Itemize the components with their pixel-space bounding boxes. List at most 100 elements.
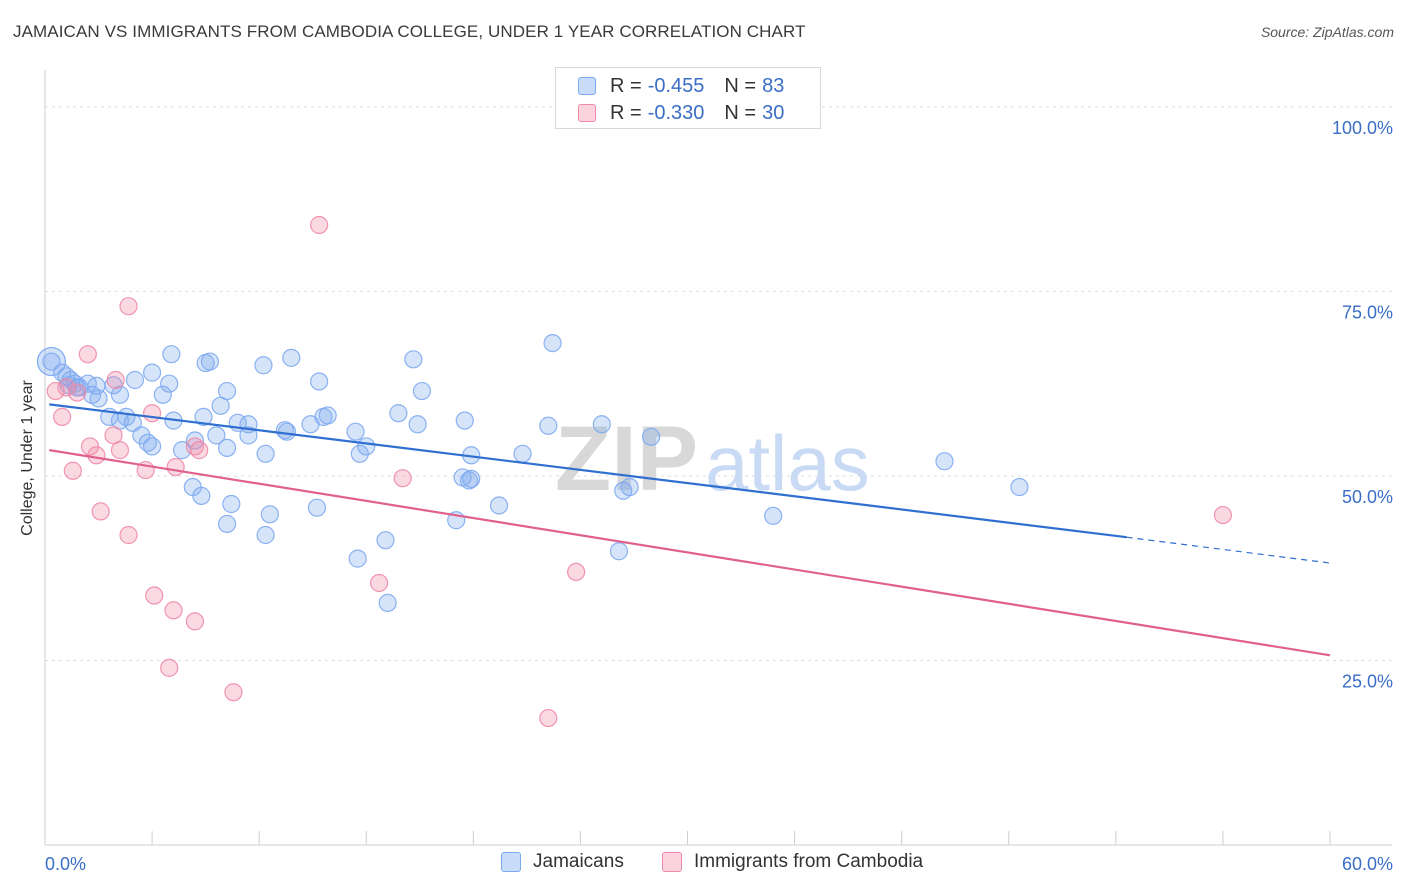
data-point bbox=[412, 381, 432, 401]
data-point bbox=[256, 444, 275, 463]
series-cambodia bbox=[46, 215, 1233, 728]
tick-labels: 25.0% 50.0% 75.0% 100.0% 0.0% 60.0% bbox=[45, 118, 1393, 874]
y-tick-label: 25.0% bbox=[1342, 671, 1393, 691]
legend-n-label: N = bbox=[724, 74, 757, 97]
data-point bbox=[282, 348, 301, 367]
legend-r-label: R = bbox=[610, 74, 642, 97]
data-point bbox=[404, 350, 423, 369]
data-point bbox=[63, 461, 82, 480]
data-point bbox=[164, 601, 183, 620]
trend-lines bbox=[49, 403, 1331, 657]
data-point bbox=[310, 215, 329, 235]
y-tick-label: 100.0% bbox=[1332, 118, 1393, 138]
data-point bbox=[539, 708, 558, 728]
data-point bbox=[185, 431, 205, 450]
data-point bbox=[378, 593, 397, 613]
data-point bbox=[455, 411, 474, 430]
legend-row-cambodia: R = -0.330 N = 30 bbox=[578, 101, 784, 125]
data-point bbox=[256, 525, 275, 545]
data-point bbox=[567, 562, 586, 582]
legend-n-value: 83 bbox=[762, 74, 785, 97]
legend-item-jamaicans[interactable]: Jamaicans bbox=[501, 851, 624, 873]
legend-n-label: N = bbox=[724, 101, 757, 124]
data-point bbox=[110, 385, 130, 404]
data-point bbox=[318, 406, 337, 425]
data-point bbox=[376, 531, 395, 550]
data-point bbox=[489, 496, 509, 515]
data-point bbox=[1010, 477, 1029, 497]
axes bbox=[44, 70, 1392, 846]
series-legend: Jamaicans Immigrants from Cambodia bbox=[0, 851, 1406, 877]
data-point bbox=[87, 446, 106, 465]
data-point bbox=[162, 345, 181, 364]
legend-swatch-cambodia bbox=[578, 104, 596, 122]
data-point bbox=[160, 374, 179, 393]
data-point bbox=[166, 457, 185, 477]
source-label: Source: ZipAtlas.com bbox=[1260, 24, 1394, 40]
data-point bbox=[185, 437, 205, 456]
data-point bbox=[78, 345, 97, 364]
data-point bbox=[346, 422, 365, 441]
data-point bbox=[46, 381, 65, 401]
data-point bbox=[192, 486, 211, 505]
data-point bbox=[153, 385, 172, 404]
data-point bbox=[123, 413, 142, 432]
legend-label-jamaicans: Jamaicans bbox=[533, 851, 624, 872]
data-point bbox=[132, 426, 151, 445]
legend-r-value: -0.455 bbox=[647, 74, 705, 97]
trend-line-extension bbox=[1126, 536, 1331, 564]
data-point bbox=[620, 477, 639, 497]
y-tick-label: 50.0% bbox=[1342, 487, 1393, 507]
legend-swatch-jamaicans bbox=[501, 852, 521, 872]
x-tick-label-min: 0.0% bbox=[45, 854, 86, 874]
data-point bbox=[408, 415, 427, 434]
data-point bbox=[357, 437, 376, 456]
data-point bbox=[91, 502, 110, 521]
data-point bbox=[142, 404, 162, 423]
trend-line-cambodia bbox=[49, 449, 1331, 657]
data-point bbox=[106, 370, 125, 390]
data-point bbox=[194, 407, 213, 427]
data-point bbox=[513, 444, 532, 463]
data-point bbox=[307, 498, 327, 517]
data-point bbox=[217, 381, 237, 401]
legend-n-value: 30 bbox=[762, 101, 785, 124]
data-point bbox=[142, 363, 162, 382]
watermark-atlas: atlas bbox=[705, 419, 870, 507]
data-point bbox=[68, 378, 87, 397]
data-point bbox=[462, 469, 481, 489]
data-point bbox=[145, 586, 164, 605]
legend-label-cambodia: Immigrants from Cambodia bbox=[694, 851, 924, 872]
chart-title: JAMAICAN VS IMMIGRANTS FROM CAMBODIA COL… bbox=[13, 22, 806, 41]
data-point bbox=[254, 356, 273, 375]
legend-item-cambodia[interactable]: Immigrants from Cambodia bbox=[662, 851, 923, 873]
data-point bbox=[160, 658, 179, 677]
data-point bbox=[185, 612, 205, 631]
data-point bbox=[1213, 505, 1233, 525]
data-point bbox=[393, 469, 412, 488]
data-point bbox=[119, 297, 138, 316]
data-point bbox=[110, 441, 130, 460]
legend-swatch-jamaicans bbox=[578, 77, 596, 95]
data-point bbox=[310, 372, 329, 391]
data-point bbox=[641, 427, 661, 446]
data-point bbox=[42, 352, 61, 371]
legend-row-jamaicans: R = -0.455 N = 83 bbox=[578, 74, 784, 98]
data-point bbox=[68, 383, 87, 402]
data-point bbox=[370, 573, 389, 593]
data-point bbox=[87, 376, 106, 396]
data-point bbox=[764, 506, 783, 525]
data-point bbox=[935, 452, 954, 471]
correlation-legend: R = -0.455 N = 83 R = -0.330 N = 30 bbox=[555, 67, 821, 129]
legend-r-value: -0.330 bbox=[647, 101, 705, 124]
data-point bbox=[119, 525, 138, 545]
legend-r-label: R = bbox=[610, 101, 642, 124]
legend-swatch-cambodia bbox=[662, 852, 682, 872]
data-point bbox=[348, 549, 367, 568]
data-point bbox=[207, 426, 226, 445]
data-point bbox=[239, 426, 258, 445]
data-point bbox=[543, 333, 562, 353]
data-point bbox=[53, 407, 72, 427]
data-point bbox=[275, 421, 294, 440]
